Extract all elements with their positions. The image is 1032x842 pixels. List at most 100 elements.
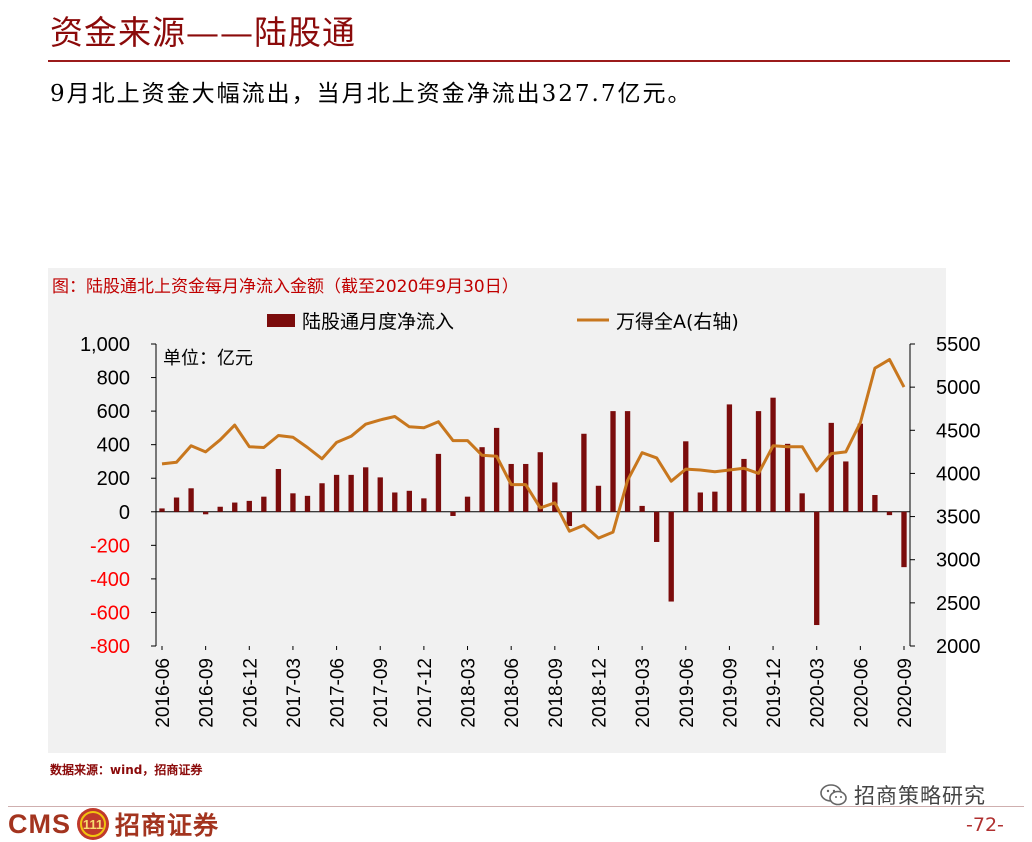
bar: [683, 441, 689, 512]
x-tick-label: 2019-06: [677, 658, 698, 728]
bar: [464, 496, 471, 512]
x-tick-label: 2018-12: [589, 658, 610, 728]
x-tick-label: 2017-12: [415, 658, 436, 728]
right-tick-label: 4500: [936, 420, 981, 442]
bar: [173, 497, 180, 512]
bar: [610, 411, 616, 512]
x-tick-label: 2018-09: [546, 658, 567, 728]
bar: [275, 468, 282, 512]
bar: [901, 511, 907, 568]
bar: [508, 463, 514, 512]
bar: [435, 453, 442, 512]
company-logo: CMS 111 招商证券: [8, 806, 219, 842]
left-tick-label: -800: [90, 636, 130, 658]
x-tick-label: 2019-03: [633, 658, 654, 728]
bar: [217, 506, 223, 512]
right-tick-label: 4000: [936, 463, 981, 485]
bar: [333, 474, 340, 512]
bar: [246, 500, 252, 512]
bar: [523, 463, 529, 512]
bar: [712, 491, 718, 512]
bar: [421, 498, 427, 512]
bar: [843, 461, 849, 512]
slide-subtitle: 9月北上资金大幅流出，当月北上资金净流出327.7亿元。: [50, 81, 693, 107]
bar: [639, 505, 645, 512]
x-tick-label: 2018-06: [502, 658, 523, 728]
chart-title: 图：陆股通北上资金每月净流入金额（截至2020年9月30日）: [52, 277, 519, 297]
tick-labels: 1,0008006004002000-200-400-600-800550050…: [80, 334, 981, 728]
left-tick-label: 1,000: [80, 334, 130, 356]
bar: [188, 488, 194, 512]
x-tick-label: 2016-12: [240, 658, 261, 728]
bar: [319, 483, 325, 512]
x-tick-label: 2017-09: [371, 658, 392, 728]
left-tick-label: 800: [97, 368, 130, 390]
left-tick-label: -400: [90, 569, 130, 591]
right-tick-label: 2500: [936, 593, 981, 615]
svg-text:111: 111: [83, 817, 103, 832]
bar: [697, 492, 703, 512]
x-tick-label: 2020-06: [851, 658, 872, 728]
bar: [886, 511, 893, 516]
bar: [784, 443, 791, 512]
bar-series: [159, 397, 907, 626]
bar: [726, 404, 733, 512]
bar: [624, 411, 631, 512]
x-tick-label: 2017-03: [284, 658, 305, 728]
right-tick-label: 5500: [936, 334, 981, 356]
line-path: [161, 358, 906, 540]
bar: [872, 495, 878, 512]
bar: [566, 511, 573, 527]
x-tick-label: 2019-12: [764, 658, 785, 728]
bar: [377, 477, 383, 512]
bar: [857, 423, 864, 512]
bar: [828, 422, 834, 512]
bar: [755, 411, 762, 512]
wechat-name: 招商策略研究: [854, 784, 986, 808]
bar: [406, 490, 412, 512]
left-tick-label: 600: [97, 401, 130, 423]
bar: [537, 452, 543, 512]
right-tick-label: 5000: [936, 377, 981, 399]
bar: [348, 474, 354, 512]
unit-label: 单位：亿元: [163, 348, 253, 369]
left-tick-label: 400: [97, 435, 130, 457]
bar: [668, 511, 674, 602]
bar: [450, 511, 456, 516]
bar: [595, 485, 602, 512]
chart-axes: [151, 343, 915, 650]
x-tick-label: 2018-03: [459, 658, 480, 728]
bar: [493, 427, 500, 512]
bar: [479, 447, 485, 512]
logo-badge-icon: 111: [77, 808, 109, 840]
bar: [363, 467, 369, 512]
bar: [159, 508, 165, 512]
x-tick-label: 2016-06: [153, 658, 174, 728]
legend-bar-label: 陆股通月度净流入: [302, 311, 454, 333]
logo-latin: CMS: [8, 808, 71, 839]
bar: [202, 511, 209, 515]
bar: [304, 495, 311, 512]
x-tick-label: 2017-06: [328, 658, 349, 728]
x-tick-label: 2020-03: [808, 658, 829, 728]
right-tick-label: 3000: [936, 550, 981, 572]
left-tick-label: -200: [90, 535, 130, 557]
bar: [290, 493, 296, 512]
left-tick-label: 0: [119, 502, 130, 524]
wechat-icon: [820, 784, 847, 806]
bar: [392, 492, 398, 512]
x-tick-label: 2020-09: [895, 658, 916, 728]
bar: [654, 511, 660, 542]
source-note: 数据来源：wind，招商证券: [50, 763, 203, 777]
bar: [232, 502, 238, 512]
wechat-account: 招商策略研究: [820, 780, 986, 810]
slide-title: 资金来源——陆股通: [50, 13, 356, 52]
logo-chinese: 招商证券: [115, 811, 220, 840]
right-tick-label: 2000: [936, 636, 981, 658]
right-tick-label: 3500: [936, 507, 981, 529]
legend: 陆股通月度净流入 万得全A(右轴): [267, 311, 739, 333]
bar: [261, 496, 267, 512]
bar: [770, 397, 776, 512]
bar: [581, 433, 587, 512]
